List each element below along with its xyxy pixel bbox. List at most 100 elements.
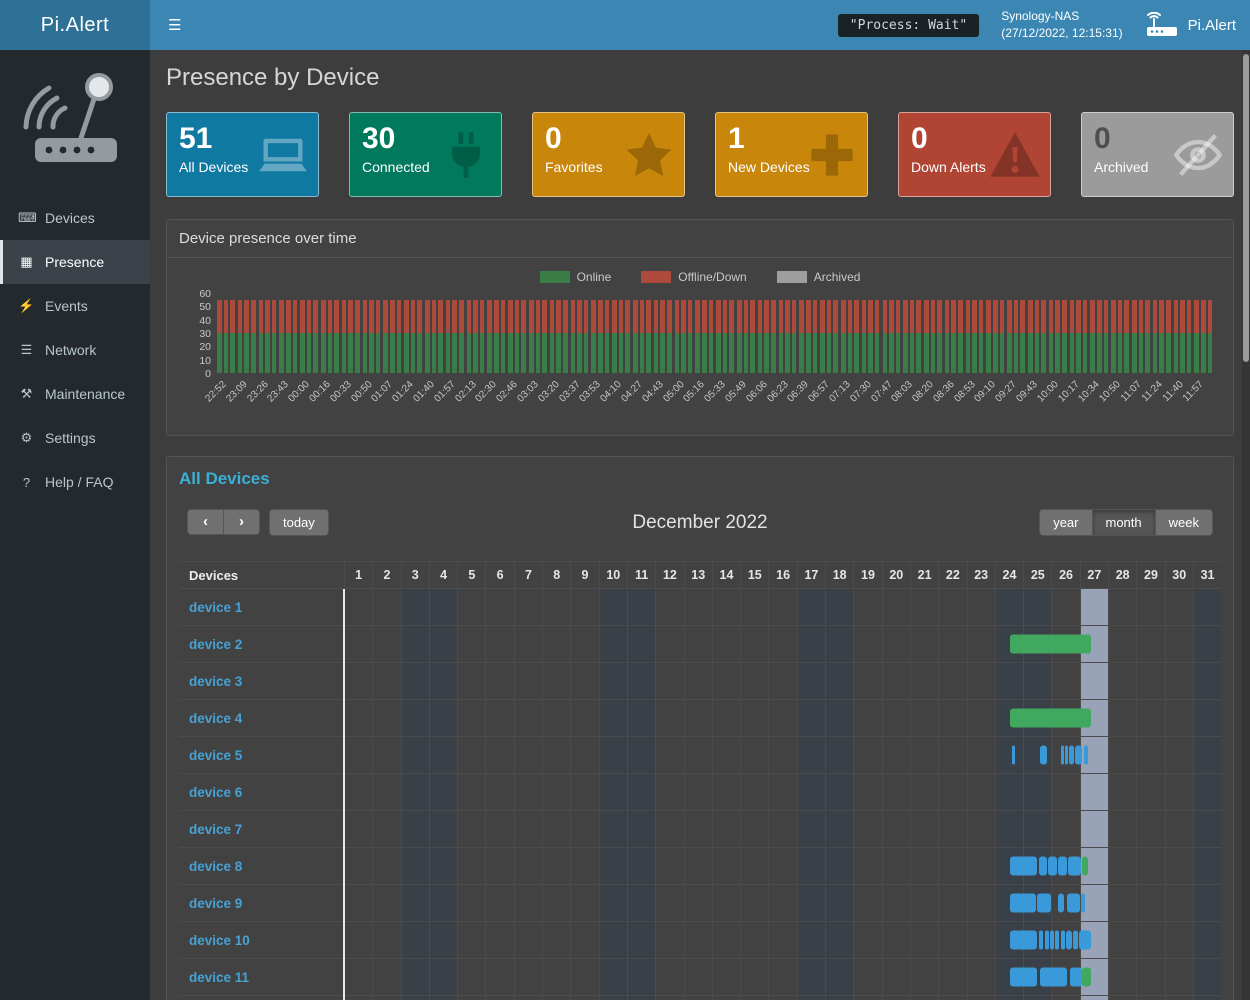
main-content: Presence by Device 51 All Devices 30 Connec…	[150, 50, 1250, 1000]
chart-bar-group: 23:26	[245, 293, 280, 404]
infobox-value: 51	[179, 122, 213, 155]
device-presence-track	[344, 922, 1221, 958]
chart-bar-group: 00:00	[286, 293, 321, 404]
legend-item: Offline/Down	[641, 270, 747, 284]
presence-bar-session	[1044, 930, 1049, 950]
infobox-all-devices[interactable]: 51 All Devices	[166, 112, 319, 197]
device-link[interactable]: device 6	[189, 784, 243, 800]
device-presence-track	[344, 885, 1221, 921]
device-name-cell: device 6	[179, 774, 344, 810]
chart-bar-group: 22:52	[203, 293, 238, 404]
view-month-button[interactable]: month	[1092, 509, 1156, 536]
infobox-label: Favorites	[545, 159, 603, 175]
chart-bar-group: 00:50	[349, 293, 384, 404]
day-header-21: 21	[909, 562, 938, 588]
device-presence-track	[344, 811, 1221, 847]
chart-bar-group: 01:07	[370, 293, 404, 404]
day-header-16: 16	[768, 562, 796, 588]
sidebar-item-network[interactable]: ☰ Network	[0, 328, 150, 372]
day-column-30	[1164, 589, 1193, 1000]
prev-button[interactable]: ‹	[187, 509, 224, 535]
infobox-archived[interactable]: 0 Archived	[1081, 112, 1234, 197]
day-header-18: 18	[825, 562, 853, 588]
navbar-brand[interactable]: Pi.Alert	[0, 0, 150, 50]
all-devices-title: All Devices	[179, 469, 270, 488]
scrollbar-thumb[interactable]	[1243, 54, 1249, 362]
day-column-18	[825, 589, 854, 1000]
chart-bar-group: 00:16	[307, 293, 342, 404]
day-header-9: 9	[570, 562, 598, 588]
day-column-3	[400, 589, 429, 1000]
device-name-cell: device 5	[179, 737, 344, 773]
device-name-cell: device 11	[179, 959, 344, 995]
device-link[interactable]: device 4	[189, 710, 243, 726]
day-header-25: 25	[1023, 562, 1051, 588]
infobox-value: 30	[362, 122, 396, 155]
day-column-6	[485, 589, 513, 1000]
device-link[interactable]: device 9	[189, 895, 243, 911]
day-column-14	[711, 589, 740, 1000]
device-presence-track	[344, 848, 1221, 884]
infobox-new-devices[interactable]: 1 New Devices	[715, 112, 868, 197]
day-column-26	[1051, 589, 1079, 1000]
y-tick-label: 20	[199, 341, 211, 354]
day-column-22	[938, 589, 966, 1000]
day-header-7: 7	[513, 562, 542, 588]
next-button[interactable]: ›	[224, 509, 260, 535]
presence-calendar-table: Devices 1 2 3 4 5 6 7 8 9 10 11 12 13 14 15 16 17 18 19 20 2…	[179, 561, 1222, 1000]
sidebar-item-devices[interactable]: ⌨ Devices	[0, 196, 150, 240]
device-link[interactable]: device 7	[189, 821, 243, 837]
day-header-17: 17	[796, 562, 825, 588]
sidebar-item-presence[interactable]: ▦ Presence	[0, 240, 150, 284]
day-column-8	[542, 589, 570, 1000]
sidebar-item-settings[interactable]: ⚙ Settings	[0, 416, 150, 460]
device-link[interactable]: device 2	[189, 636, 243, 652]
sidebar-item-help[interactable]: ? Help / FAQ	[0, 460, 150, 504]
device-link[interactable]: device 11	[189, 969, 250, 985]
device-link[interactable]: device 5	[189, 747, 243, 763]
infobox-down-alerts[interactable]: 0 Down Alerts	[898, 112, 1051, 197]
device-link[interactable]: device 3	[189, 673, 243, 689]
infobox-connected[interactable]: 30 Connected	[349, 112, 502, 197]
day-column-13	[683, 589, 712, 1000]
day-header-19: 19	[853, 562, 881, 588]
view-week-button[interactable]: week	[1155, 509, 1213, 536]
device-presence-track	[344, 626, 1221, 662]
device-link[interactable]: device 1	[189, 599, 243, 615]
plug-icon	[440, 129, 492, 181]
device-row: device 6	[179, 774, 1221, 811]
day-column-29	[1136, 589, 1164, 1000]
sidebar-item-maintenance[interactable]: ⚒ Maintenance	[0, 372, 150, 416]
chart-legend: Online Offline/Down Archived	[181, 270, 1219, 284]
device-link[interactable]: device 8	[189, 858, 243, 874]
chart-bar-group: 08:20	[910, 293, 945, 404]
infobox-favorites[interactable]: 0 Favorites	[532, 112, 685, 197]
device-presence-track	[344, 663, 1221, 699]
day-column-23	[966, 589, 995, 1000]
day-header-28: 28	[1108, 562, 1136, 588]
chart-bar-group: 10:34	[1077, 293, 1111, 404]
sidebar-item-events[interactable]: ⚡ Events	[0, 284, 150, 328]
day-header-6: 6	[485, 562, 513, 588]
view-year-button[interactable]: year	[1039, 509, 1093, 536]
sidebar-item-label: Maintenance	[45, 386, 126, 402]
device-link[interactable]: device 10	[189, 932, 250, 948]
device-row: device 9	[179, 885, 1221, 922]
process-status-badge: "Process: Wait"	[837, 13, 980, 37]
chart-bar-group: 10:17	[1056, 293, 1091, 404]
gear-icon: ⚙	[20, 430, 33, 445]
y-tick-label: 30	[199, 328, 211, 340]
infobox-label: New Devices	[728, 159, 810, 175]
presence-bar-session	[1078, 930, 1092, 950]
devices-column-header: Devices	[189, 568, 239, 583]
chart-bar-group: 09:43	[1014, 293, 1049, 404]
laptop-icon	[257, 129, 309, 181]
y-tick-label: 10	[199, 354, 211, 367]
day-header-20: 20	[881, 562, 910, 588]
presence-bar-session	[1065, 745, 1069, 765]
infobox-value: 1	[728, 122, 745, 155]
today-button[interactable]: today	[269, 509, 329, 536]
infobox-value: 0	[545, 122, 562, 155]
sidebar-toggle-button[interactable]: ☰	[168, 17, 182, 34]
presence-bar-session	[1048, 856, 1057, 876]
